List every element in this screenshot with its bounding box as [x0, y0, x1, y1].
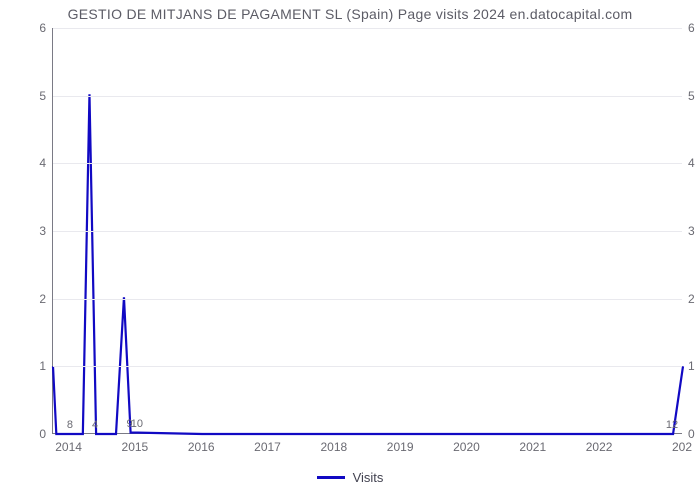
gridline: [53, 96, 682, 97]
x-tick-label: 2020: [453, 440, 480, 454]
gridline: [53, 299, 682, 300]
y2-tick-label: 5: [688, 89, 695, 103]
x-tick-label: 2018: [320, 440, 347, 454]
gridline: [53, 28, 682, 29]
data-point-label: 10: [131, 418, 143, 430]
legend-swatch: [317, 476, 345, 479]
gridline: [53, 366, 682, 367]
data-point-label: 4: [92, 419, 98, 431]
data-point-label: 8: [67, 419, 73, 431]
y-tick-label: 4: [24, 156, 46, 170]
y2-tick-label: 6: [688, 21, 695, 35]
y-tick-label: 2: [24, 292, 46, 306]
chart-title: GESTIO DE MITJANS DE PAGAMENT SL (Spain)…: [0, 6, 700, 22]
y-tick-label: 6: [24, 21, 46, 35]
y-tick-label: 0: [24, 427, 46, 441]
x-tick-label: 2014: [55, 440, 82, 454]
y-tick-label: 3: [24, 224, 46, 238]
x-tick-label: 2021: [519, 440, 546, 454]
y2-tick-label: 2: [688, 292, 695, 306]
legend: Visits: [0, 470, 700, 485]
plot-area: [52, 28, 682, 434]
y-tick-label: 5: [24, 89, 46, 103]
y2-tick-label: 4: [688, 156, 695, 170]
x-tick-label: 2015: [122, 440, 149, 454]
legend-label: Visits: [353, 470, 384, 485]
y2-tick-label: 3: [688, 224, 695, 238]
x-tick-label: 2017: [254, 440, 281, 454]
x-tick-label: 2016: [188, 440, 215, 454]
y2-tick-label: 1: [688, 359, 695, 373]
gridline: [53, 231, 682, 232]
x-tick-label: 2022: [586, 440, 613, 454]
gridline: [53, 163, 682, 164]
y2-tick-label: 0: [688, 427, 695, 441]
chart-container: GESTIO DE MITJANS DE PAGAMENT SL (Spain)…: [0, 0, 700, 500]
y-tick-label: 1: [24, 359, 46, 373]
x-tick-label: 202: [672, 440, 692, 454]
data-point-label: 12: [666, 419, 678, 431]
x-tick-label: 2019: [387, 440, 414, 454]
